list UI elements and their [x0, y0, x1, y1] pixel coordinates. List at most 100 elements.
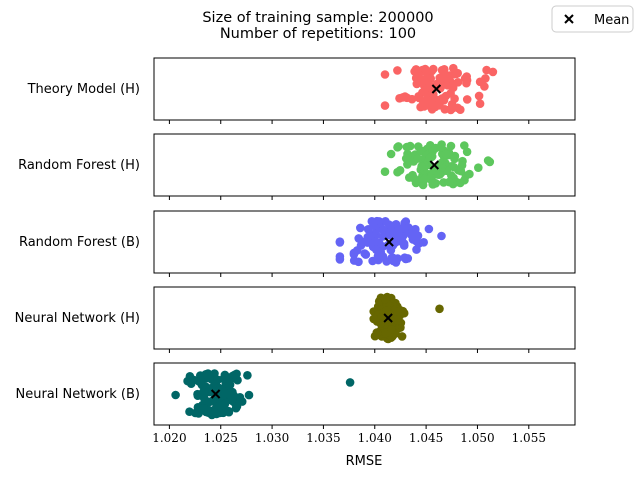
panel-frame [153, 286, 576, 350]
data-point [447, 104, 457, 113]
data-point [462, 147, 472, 157]
mean-marker [383, 313, 393, 323]
data-point [420, 174, 430, 184]
data-point [386, 149, 396, 159]
x-tick-label: 1.050 [460, 431, 494, 445]
chart-title-line-2: Number of repetitions: 100 [220, 26, 416, 42]
data-point [398, 223, 408, 233]
data-point [384, 220, 394, 229]
data-point [224, 407, 234, 417]
data-point [420, 64, 430, 74]
data-point [389, 256, 398, 266]
data-point [397, 332, 407, 341]
data-point [171, 390, 180, 400]
data-point [393, 315, 402, 325]
data-point [434, 170, 444, 179]
data-point [193, 403, 203, 412]
data-point [446, 89, 455, 98]
data-point [437, 81, 446, 91]
data-point [363, 232, 373, 242]
data-point [456, 105, 465, 114]
data-point [405, 141, 415, 151]
data-point [376, 319, 386, 328]
data-point [186, 376, 195, 385]
data-point [369, 221, 378, 230]
data-point [393, 231, 403, 240]
data-point [429, 64, 438, 74]
row-label: Neural Network (B) [16, 387, 141, 402]
data-point [462, 78, 471, 88]
row-label: Random Forest (H) [18, 158, 140, 173]
data-point [441, 149, 451, 159]
data-point [481, 74, 490, 83]
data-point [199, 387, 208, 397]
panel-frame [153, 133, 576, 197]
data-point [399, 308, 409, 318]
panel-1: Random Forest (H) [18, 133, 576, 200]
data-point [380, 101, 390, 110]
data-point [399, 239, 409, 248]
legend-label-mean: Mean [594, 13, 629, 28]
data-point [345, 378, 355, 387]
data-point [426, 74, 436, 83]
data-point [217, 408, 226, 417]
data-point [387, 325, 396, 335]
data-point [425, 99, 435, 109]
data-point [475, 99, 485, 108]
data-point [243, 371, 252, 380]
data-point [335, 252, 345, 261]
data-point [219, 390, 228, 400]
data-point [429, 89, 438, 99]
legend-frame [551, 5, 634, 33]
data-point [488, 67, 498, 77]
panels: Theory Model (H) Random Forest (H) Random … [15, 57, 576, 429]
row-label: Random Forest (B) [19, 235, 140, 250]
panel-3: Neural Network (H) [15, 286, 576, 353]
data-point [393, 66, 402, 75]
data-point [442, 74, 452, 84]
panel-frame [153, 57, 576, 121]
data-point [474, 91, 484, 101]
data-point [335, 238, 345, 247]
data-point [413, 154, 423, 163]
data-point [417, 162, 426, 171]
data-point [456, 178, 465, 188]
data-point [237, 397, 247, 406]
x-tick-label: 1.020 [152, 431, 186, 445]
data-point [435, 101, 444, 110]
panel-2: Random Forest (B) [19, 210, 576, 277]
data-point [411, 65, 421, 74]
data-point [213, 375, 222, 385]
x-tick-label: 1.025 [204, 431, 238, 445]
data-point [380, 70, 390, 79]
data-point [185, 407, 194, 417]
legend: Mean [551, 5, 634, 33]
mean-marker [210, 389, 221, 399]
legend-mean-marker [564, 14, 574, 24]
data-point [228, 394, 237, 403]
data-point [232, 369, 241, 379]
x-tick-label: 1.055 [512, 431, 546, 445]
data-point [462, 72, 472, 81]
data-point [439, 65, 449, 75]
data-point [425, 153, 434, 163]
data-point [465, 169, 474, 179]
data-point [356, 223, 365, 233]
data-point [393, 307, 402, 317]
data-point [371, 237, 380, 246]
data-point [354, 234, 364, 243]
data-point [400, 253, 410, 262]
data-point [485, 157, 495, 167]
data-point [207, 410, 217, 420]
panel-frame [153, 362, 576, 426]
data-point [436, 143, 446, 152]
data-point [474, 163, 483, 172]
data-point [446, 141, 456, 151]
data-point [215, 401, 225, 411]
data-point [360, 249, 370, 258]
panel-frame [153, 210, 576, 274]
data-point [462, 95, 472, 104]
data-point [437, 231, 446, 241]
chart-title-line-1: Size of training sample: 200000 [202, 10, 433, 26]
x-tick-label: 1.040 [358, 431, 392, 445]
